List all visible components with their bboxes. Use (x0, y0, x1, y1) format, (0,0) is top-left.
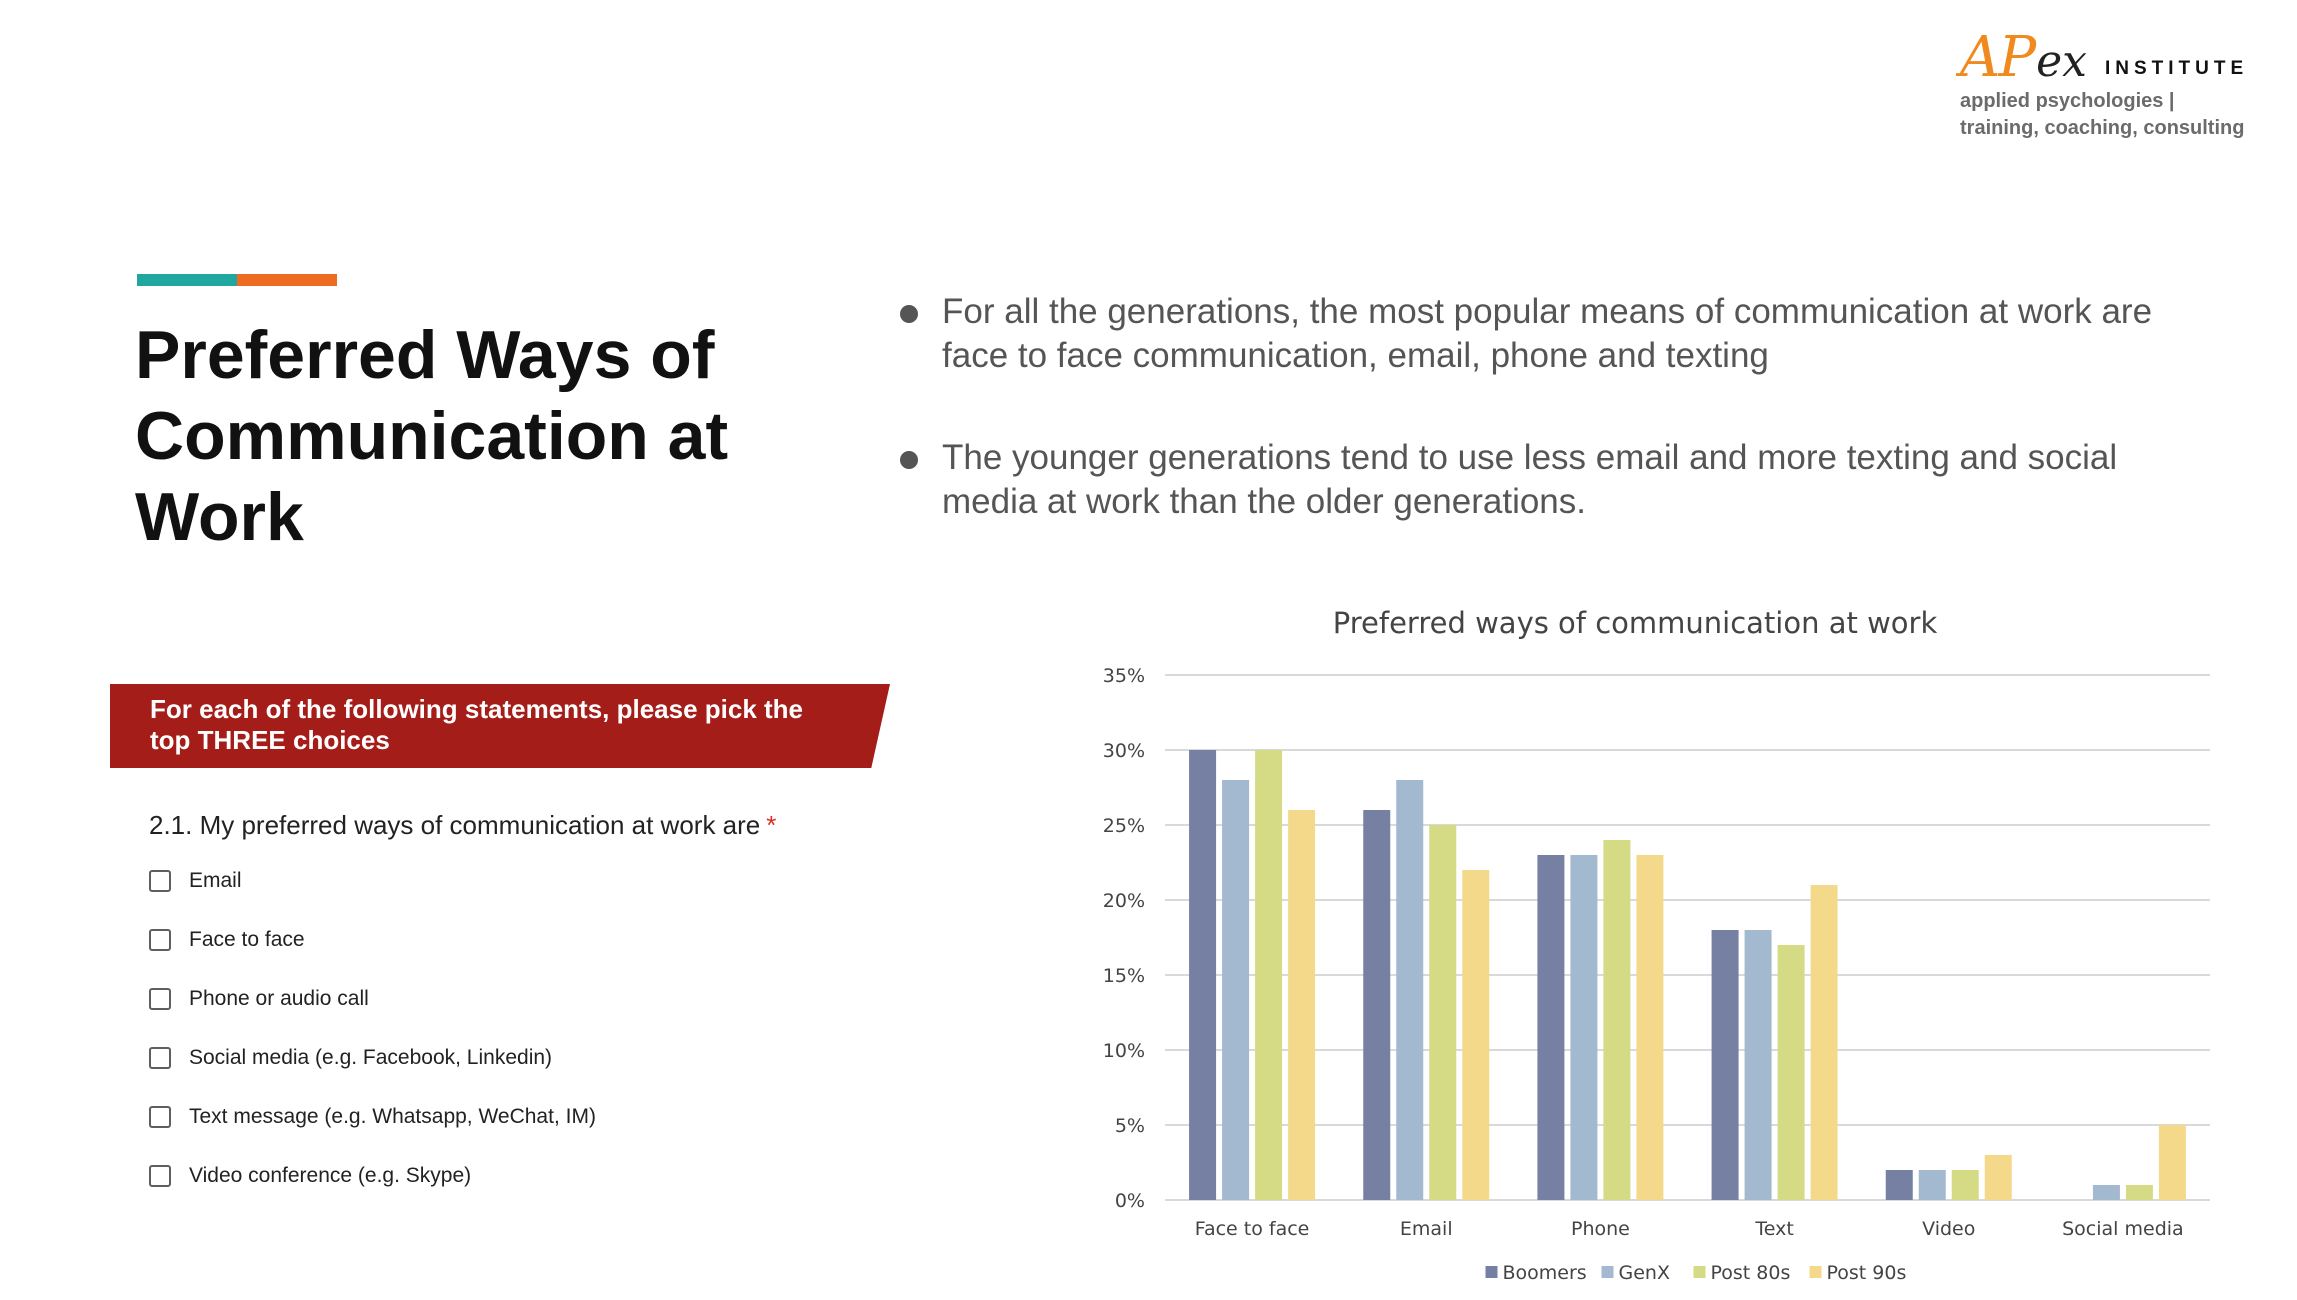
bar-genx (1396, 780, 1424, 1200)
bar-post-90s (1288, 810, 1316, 1200)
bar-post-80s (1429, 825, 1457, 1200)
checkbox-phone[interactable] (149, 988, 171, 1010)
checkbox-face-to-face[interactable] (149, 929, 171, 951)
bar-boomers (1711, 930, 1739, 1200)
survey-question-text: 2.1. My preferred ways of communication … (149, 810, 761, 840)
y-tick-label: 30% (1103, 740, 1145, 762)
x-tick-label: Social media (2062, 1218, 2184, 1240)
y-tick-label: 25% (1103, 815, 1145, 837)
accent-orange (237, 274, 337, 286)
legend-swatch (1485, 1266, 1498, 1278)
checkbox-text-message[interactable] (149, 1106, 171, 1128)
bar-genx (2092, 1185, 2120, 1200)
x-tick-label: Phone (1571, 1218, 1630, 1240)
survey-banner-text: For each of the following statements, pl… (150, 694, 804, 755)
logo-tagline-1: applied psychologies | (1960, 90, 2175, 112)
bar-post-90s (1462, 870, 1490, 1200)
logo-ap: AP (1960, 25, 2036, 90)
bar-chart: 0% 5% 10% 15% 20% 25% 30% 35% Face to face Email P… (1103, 665, 2210, 1284)
logo-institute: INSTITUTE (2104, 58, 2249, 79)
checkbox-social-media[interactable] (149, 1047, 171, 1069)
x-tick-label: Video (1922, 1218, 1975, 1240)
option-label: Video conference (e.g. Skype) (189, 1164, 472, 1187)
logo-tagline-2: training, coaching, consulting (1960, 117, 2245, 139)
bullet-text: For all the generations, the most popula… (942, 292, 2153, 375)
required-mark: * (766, 810, 777, 840)
bar-post-80s (1255, 750, 1283, 1200)
option-label: Face to face (189, 928, 305, 951)
bar-genx (1918, 1170, 1946, 1200)
option-phone[interactable]: Phone or audio call (149, 984, 369, 1014)
apex-institute-logo: AP ex INSTITUTE applied psychologies | t… (1960, 28, 2260, 148)
x-tick-label: Email (1400, 1218, 1453, 1240)
bar-boomers (1189, 750, 1217, 1200)
option-video-conference[interactable]: Video conference (e.g. Skype) (149, 1161, 471, 1191)
legend-swatch (1693, 1266, 1706, 1278)
bar-boomers (1363, 810, 1391, 1200)
option-label: Social media (e.g. Facebook, Linkedin) (189, 1046, 553, 1069)
option-social-media[interactable]: Social media (e.g. Facebook, Linkedin) (149, 1043, 552, 1073)
bar-genx (1570, 855, 1598, 1200)
option-label: Email (189, 869, 242, 892)
bar-post-80s (1951, 1170, 1979, 1200)
legend-swatch (1601, 1266, 1614, 1278)
bar-post-90s (1984, 1155, 2012, 1200)
legend-swatch (1809, 1266, 1822, 1278)
title-accent-bar (137, 274, 337, 286)
bar-post-90s (1810, 885, 1838, 1200)
y-tick-label: 20% (1103, 890, 1145, 912)
y-tick-label: 35% (1103, 665, 1145, 687)
bullet-text: The younger generations tend to use less… (942, 438, 2118, 521)
bar-post-90s (2158, 1125, 2186, 1200)
survey-banner: For each of the following statements, pl… (110, 684, 890, 768)
bar-post-80s (1603, 840, 1631, 1200)
legend-label: Boomers (1503, 1262, 1587, 1284)
accent-teal (137, 274, 237, 286)
option-text-message[interactable]: Text message (e.g. Whatsapp, WeChat, IM) (149, 1102, 596, 1132)
checkbox-email[interactable] (149, 870, 171, 892)
bullet-dot-icon (900, 451, 918, 469)
logo-ex: ex (2036, 36, 2087, 87)
bar-genx (1744, 930, 1772, 1200)
legend-label: Post 80s (1711, 1262, 1791, 1284)
option-label: Text message (e.g. Whatsapp, WeChat, IM) (189, 1105, 596, 1128)
bar-boomers (1537, 855, 1565, 1200)
option-label: Phone or audio call (189, 987, 369, 1010)
bullet-item: For all the generations, the most popula… (900, 290, 2200, 378)
y-tick-label: 5% (1115, 1115, 1145, 1137)
logo-wordmark: AP ex INSTITUTE (1960, 28, 2248, 88)
option-email[interactable]: Email (149, 866, 242, 896)
y-tick-label: 10% (1103, 1040, 1145, 1062)
bar-boomers (1885, 1170, 1913, 1200)
bullet-dot-icon (900, 305, 918, 323)
bar-post-80s (2125, 1185, 2153, 1200)
chart-title: Preferred ways of communication at work (1332, 606, 1938, 640)
page-title: Preferred Ways of Communication at Work (135, 317, 729, 555)
checkbox-video-conference[interactable] (149, 1165, 171, 1187)
x-tick-label: Text (1754, 1218, 1793, 1240)
y-tick-label: 0% (1115, 1190, 1145, 1212)
bar-post-90s (1636, 855, 1664, 1200)
legend-label: Post 90s (1827, 1262, 1907, 1284)
y-tick-label: 15% (1103, 965, 1145, 987)
x-tick-label: Face to face (1195, 1218, 1310, 1240)
option-face-to-face[interactable]: Face to face (149, 925, 305, 955)
survey-question: 2.1. My preferred ways of communication … (149, 810, 776, 841)
bullet-item: The younger generations tend to use less… (900, 436, 2200, 524)
bar-post-80s (1777, 945, 1805, 1200)
legend-label: GenX (1619, 1262, 1670, 1284)
bar-genx (1222, 780, 1250, 1200)
